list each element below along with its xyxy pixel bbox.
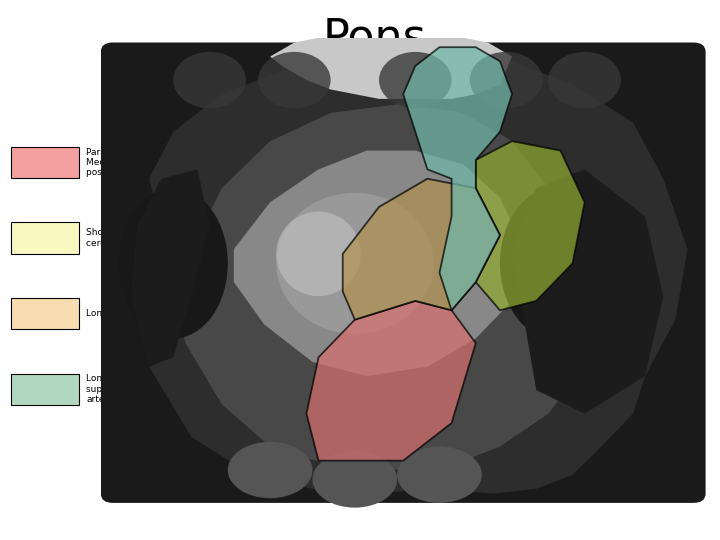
Ellipse shape xyxy=(276,212,361,296)
FancyBboxPatch shape xyxy=(11,147,79,178)
Text: Pons: Pons xyxy=(323,16,426,59)
FancyBboxPatch shape xyxy=(11,298,79,329)
Ellipse shape xyxy=(174,52,246,108)
Text: Paramedian br of Basilar bifurcation
Medial parts of Post. Cerebral and
post. Co: Paramedian br of Basilar bifurcation Med… xyxy=(86,147,250,178)
Polygon shape xyxy=(270,38,512,99)
Text: Short Circumferential br of Post
cerebral and sup. cerebellar: Short Circumferential br of Post cerebra… xyxy=(86,228,229,248)
Polygon shape xyxy=(174,104,597,470)
Polygon shape xyxy=(234,151,524,376)
Ellipse shape xyxy=(119,188,228,339)
Ellipse shape xyxy=(469,52,542,108)
Polygon shape xyxy=(476,141,585,310)
Polygon shape xyxy=(512,170,663,414)
Ellipse shape xyxy=(276,193,433,334)
Polygon shape xyxy=(307,301,476,461)
Ellipse shape xyxy=(549,52,621,108)
Text: Long circumferential of PCA: Long circumferential of PCA xyxy=(86,309,212,318)
FancyBboxPatch shape xyxy=(11,374,79,405)
Ellipse shape xyxy=(228,442,312,498)
Polygon shape xyxy=(343,179,500,320)
Ellipse shape xyxy=(379,52,451,108)
FancyBboxPatch shape xyxy=(101,43,706,503)
FancyBboxPatch shape xyxy=(11,222,79,254)
Text: Long circumferential of PCA+ some
supply from the superior cerebellar
artery: Long circumferential of PCA+ some supply… xyxy=(86,374,247,404)
Ellipse shape xyxy=(397,447,482,503)
Ellipse shape xyxy=(312,451,397,508)
Ellipse shape xyxy=(258,52,330,108)
Polygon shape xyxy=(403,47,512,310)
Ellipse shape xyxy=(500,188,609,339)
Polygon shape xyxy=(131,170,210,367)
Polygon shape xyxy=(131,52,688,494)
